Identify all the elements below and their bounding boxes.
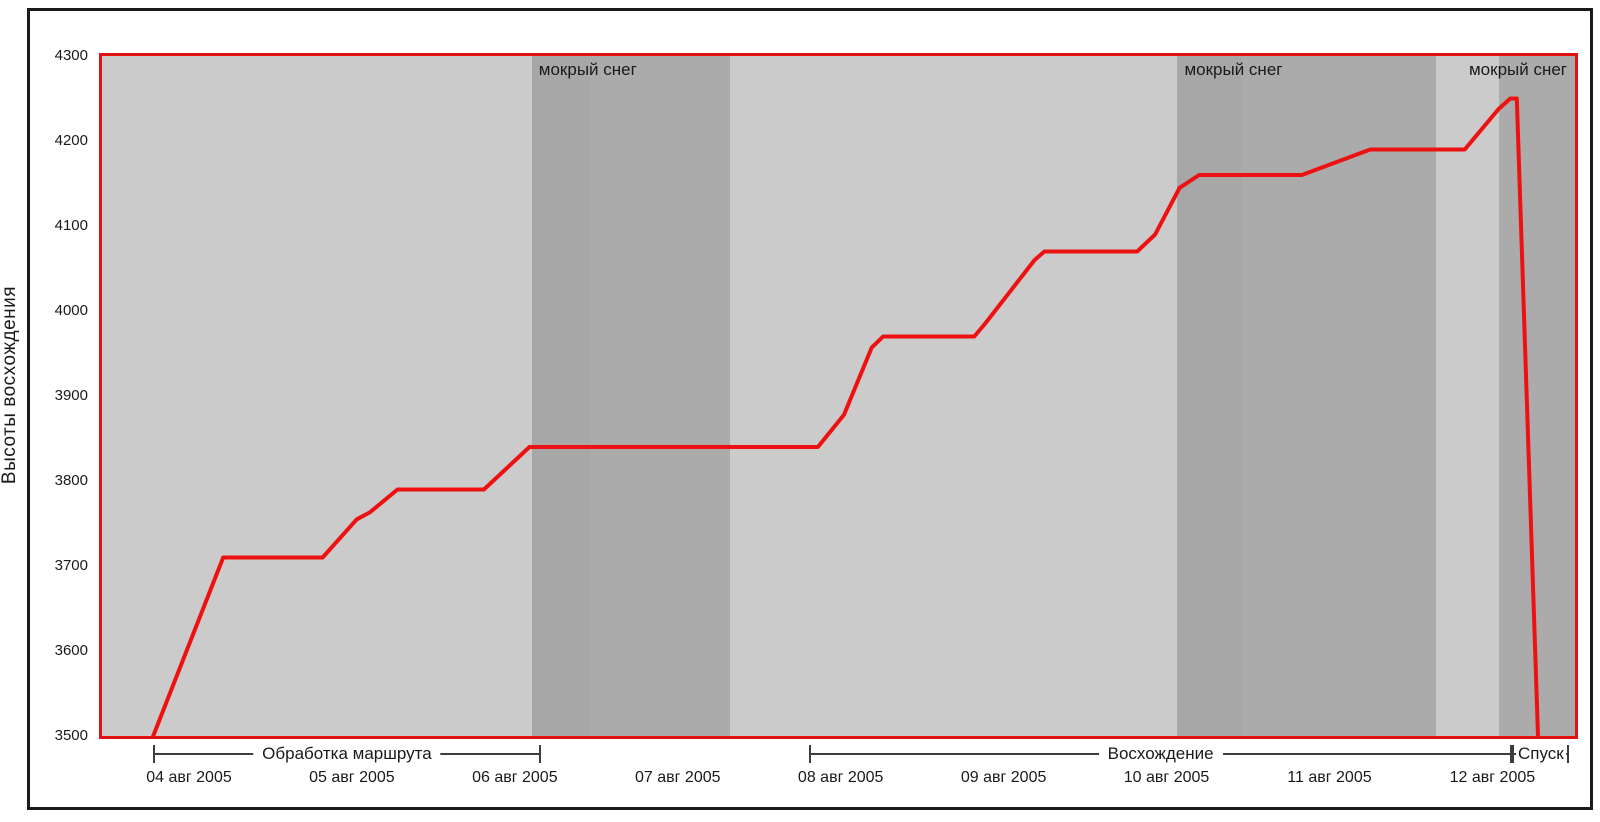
y-tick-label: 4300 (54, 47, 88, 64)
y-tick-label: 4100 (54, 217, 88, 234)
bracket-tick (1510, 745, 1513, 763)
y-tick-label: 3600 (54, 642, 88, 659)
bracket-tick (538, 745, 541, 763)
phase-bracket: Восхождение (808, 744, 1513, 764)
wet-snow-band (531, 56, 590, 736)
x-tick-label: 09 авг 2005 (960, 769, 1047, 786)
bracket-tick (1567, 745, 1570, 763)
wet-snow-label: мокрый снег (1468, 60, 1567, 79)
phase-label: Восхождение (1098, 744, 1223, 764)
phase-bracket: Обработка маршрута (152, 744, 541, 764)
y-tick-label: 3800 (54, 472, 88, 489)
bracket-tick (808, 745, 811, 763)
altitude-line-chart (151, 96, 1540, 736)
wet-snow-label: мокрый снег (538, 60, 637, 79)
x-tick-label: 07 авг 2005 (635, 769, 721, 786)
wet-snow-band (1241, 56, 1437, 736)
wet-snow-band (1499, 56, 1575, 736)
bracket-tick (1512, 745, 1515, 763)
x-tick-label: 08 авг 2005 (797, 769, 884, 786)
wet-snow-band (589, 56, 730, 736)
x-tick-label: 10 авг 2005 (1123, 769, 1210, 786)
x-tick-label: 11 авг 2005 (1287, 769, 1372, 786)
altitude-line (151, 96, 1540, 736)
x-tick-label: 12 авг 2005 (1449, 769, 1536, 786)
x-tick-label: 04 авг 2005 (146, 769, 232, 786)
phase-bracket: Спуск (1512, 744, 1570, 764)
bracket-tick (152, 745, 155, 763)
y-tick-label: 3500 (54, 727, 88, 744)
x-tick-label: 06 авг 2005 (472, 769, 558, 786)
x-tick-label: 05 авг 2005 (309, 769, 395, 786)
wet-snow-band (1177, 56, 1242, 736)
y-tick-label: 3900 (54, 387, 88, 404)
wet-snow-label: мокрый снег (1184, 60, 1283, 79)
phase-label: Обработка маршрута (253, 744, 441, 764)
y-tick-label: 4000 (54, 302, 88, 319)
phase-label: Спуск (1515, 744, 1566, 764)
y-axis-title: Высоты восхождения (0, 285, 20, 485)
plot-area: мокрый снег мокрый снег мокрый снег (102, 56, 1575, 736)
y-tick-label: 3700 (54, 557, 88, 574)
y-tick-label: 4200 (54, 132, 88, 149)
